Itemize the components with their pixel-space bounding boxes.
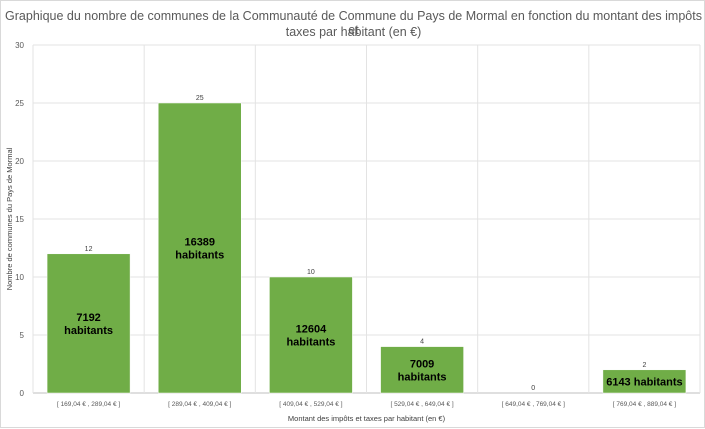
y-tick-label: 10 <box>15 273 24 282</box>
x-tick-label: [ 409,04 € , 529,04 € ] <box>279 401 342 408</box>
y-tick-label: 20 <box>15 157 24 166</box>
y-tick-label: 30 <box>15 41 24 50</box>
bar-inner-label: habitants <box>286 337 335 349</box>
data-label: 10 <box>307 269 315 276</box>
bar <box>158 102 242 394</box>
bar-inner-label: habitants <box>64 325 113 337</box>
bar-inner-label: habitants <box>175 250 224 262</box>
x-tick-label: [ 289,04 € , 409,04 € ] <box>168 401 231 408</box>
bar-inner-label: 12604 <box>296 324 327 336</box>
bar <box>380 346 464 394</box>
bar <box>602 369 687 394</box>
y-tick-label: 15 <box>15 215 24 224</box>
bar-inner-label: 7192 <box>76 312 100 324</box>
chart-title-line-2: taxes par habitant (en €) <box>285 25 422 39</box>
x-tick-label: [ 769,04 € , 889,04 € ] <box>613 401 676 408</box>
data-label: 25 <box>196 95 204 102</box>
bar-inner-label: habitants <box>398 371 447 383</box>
data-label: 4 <box>420 339 424 346</box>
x-tick-label: [ 529,04 € , 649,04 € ] <box>390 401 453 408</box>
data-label: 2 <box>642 362 646 369</box>
y-tick-label: 25 <box>15 99 24 108</box>
bar-inner-label: 7009 <box>410 358 434 370</box>
chart-title-line-1: Graphique du nombre de communes de la Co… <box>5 9 702 37</box>
y-tick-label: 0 <box>20 389 25 398</box>
bar-inner-label: 16389 <box>184 237 215 249</box>
y-tick-label: 5 <box>20 331 25 340</box>
bar-inner-label: 6143 habitants <box>606 376 682 388</box>
bar <box>269 276 353 394</box>
y-axis-title: Nombre de communes du Pays de Mormal <box>5 147 14 290</box>
x-axis-title: Montant des impôts et taxes par habitant… <box>288 414 446 423</box>
data-label: 0 <box>531 385 535 392</box>
data-label: 12 <box>85 246 93 253</box>
bar <box>46 253 131 394</box>
x-tick-label: [ 169,04 € , 289,04 € ] <box>57 401 120 408</box>
x-tick-label: [ 649,04 € , 769,04 € ] <box>502 401 565 408</box>
